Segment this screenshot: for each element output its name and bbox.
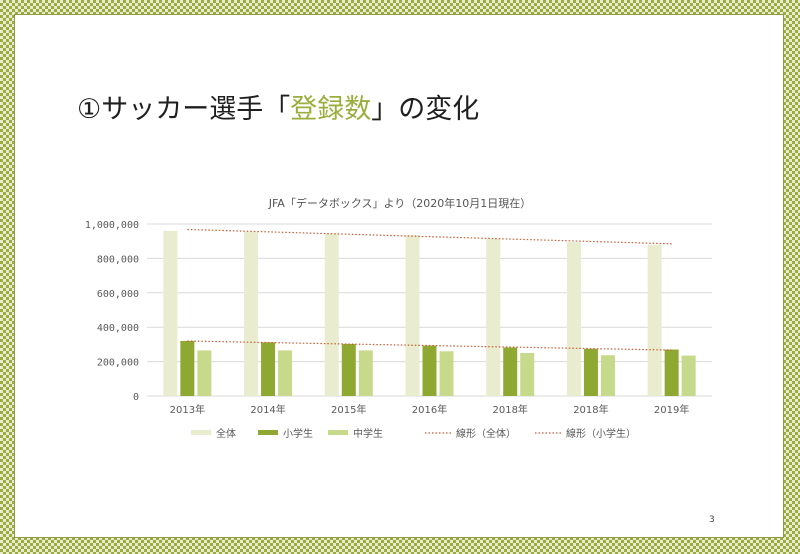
slide: ①サッカー選手「登録数」の変化 JFA「データボックス」より（2020年10月1… [14, 14, 784, 538]
bar [244, 231, 259, 396]
y-tick-label: 400,000 [97, 323, 139, 334]
slide-title-suffix: 」の変化 [371, 94, 480, 125]
x-tick-label: 2019年 [654, 403, 689, 416]
slide-title: ①サッカー選手「登録数」の変化 [77, 87, 479, 126]
legend-label: 小学生 [283, 427, 313, 440]
trendline [187, 228, 672, 245]
x-tick-label: 2018年 [492, 403, 527, 416]
bar [566, 242, 581, 396]
x-tick-label: 2014年 [250, 403, 285, 416]
y-tick-label: 200,000 [97, 358, 139, 369]
legend-swatch [258, 430, 278, 435]
legend-swatch [191, 430, 211, 435]
bar [341, 344, 356, 396]
slide-title-accent: 登録数 [290, 94, 372, 125]
bar [358, 350, 373, 396]
x-tick-label: 2018年 [573, 403, 608, 416]
x-tick-label: 2016年 [412, 403, 447, 416]
bar [664, 349, 679, 396]
legend-label: 全体 [216, 427, 236, 440]
bar [324, 233, 339, 396]
bar [405, 235, 420, 396]
x-tick-label: 2015年 [331, 403, 366, 416]
bar [422, 345, 437, 396]
trendline [187, 340, 672, 351]
page-number: 3 [709, 515, 715, 525]
bar [647, 244, 662, 396]
legend-swatch [328, 430, 348, 435]
bar [600, 355, 615, 396]
bar [486, 238, 501, 396]
chart-title: JFA「データボックス」より（2020年10月1日現在） [268, 197, 532, 210]
legend-label: 線形（小学生） [566, 427, 636, 440]
bar [583, 348, 598, 396]
y-tick-label: 1,000,000 [85, 220, 139, 231]
bar [503, 347, 518, 396]
bar [520, 353, 535, 396]
bar [197, 350, 212, 396]
y-tick-label: 600,000 [97, 289, 139, 300]
y-tick-label: 0 [133, 392, 139, 403]
bar [681, 355, 696, 396]
bar [163, 230, 178, 396]
y-tick-label: 800,000 [97, 254, 139, 265]
bar [439, 351, 454, 396]
bar [261, 342, 276, 396]
bar [278, 350, 293, 396]
legend-label: 中学生 [353, 427, 383, 440]
bar [180, 340, 195, 396]
x-tick-label: 2013年 [170, 403, 205, 416]
bar-chart: 0 200,000 400,000 600,000 800,000 1,000,000 20… [85, 220, 712, 440]
legend-label: 線形（全体） [456, 427, 516, 440]
slide-title-prefix: ①サッカー選手「 [77, 94, 291, 125]
